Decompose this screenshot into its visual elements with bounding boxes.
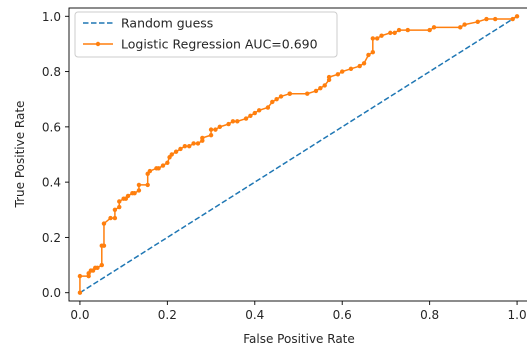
legend: Random guess Logistic Regression AUC=0.69… [74, 11, 338, 58]
roc-point [77, 273, 83, 279]
x-axis-label: False Positive Rate [243, 332, 355, 346]
y-tick-label: 0.6 [42, 120, 61, 134]
roc-point [248, 113, 253, 119]
roc-point [77, 290, 83, 295]
roc-point [101, 221, 107, 226]
roc-point [357, 63, 362, 69]
roc-point [484, 16, 489, 22]
roc-point [348, 66, 354, 72]
legend-box [74, 11, 338, 58]
roc-point [243, 116, 249, 121]
roc-point [462, 22, 467, 27]
plot-frame [68, 7, 527, 302]
y-tick-label: 0.0 [42, 286, 61, 300]
roc-point [191, 141, 196, 146]
random-guess-line [79, 15, 518, 294]
roc-point [252, 110, 257, 116]
roc-point [169, 152, 174, 157]
roc-point [195, 141, 201, 146]
roc-point [431, 25, 437, 30]
roc-point [270, 99, 275, 105]
legend-marker [95, 41, 101, 47]
roc-point [318, 85, 323, 91]
y-tick-label: 0.4 [42, 176, 61, 190]
roc-point [208, 127, 214, 132]
roc-point [200, 135, 205, 141]
roc-point [335, 72, 341, 77]
roc-point [370, 36, 376, 41]
y-axis-label: True Positive Rate [13, 101, 27, 209]
roc-point [230, 119, 236, 124]
roc-point [226, 121, 231, 127]
roc-point [117, 199, 122, 204]
roc-point [136, 182, 142, 188]
y-tick-label: 0.2 [42, 231, 61, 245]
roc-point [475, 19, 480, 25]
roc-point [396, 27, 402, 33]
roc-point [313, 88, 319, 94]
roc-point [156, 166, 161, 171]
roc-point [160, 163, 166, 168]
roc-point [99, 262, 104, 268]
roc-point [136, 188, 142, 193]
x-axis-ticks: 0.0 0.2 0.4 0.6 0.8 1.0 [70, 301, 527, 322]
roc-point [182, 144, 188, 149]
roc-point [427, 27, 432, 33]
roc-point [379, 33, 384, 38]
roc-point [217, 124, 223, 130]
legend-label: Logistic Regression AUC=0.690 [121, 37, 318, 52]
roc-point [274, 97, 279, 102]
roc-point [392, 30, 397, 36]
roc-point [326, 74, 332, 80]
roc-point [493, 16, 498, 22]
x-tick-label: 1.0 [508, 308, 527, 322]
roc-point [125, 193, 131, 199]
roc-point [147, 168, 153, 174]
roc-point [388, 30, 393, 36]
roc-point [287, 91, 292, 96]
roc-point [322, 83, 327, 88]
roc-point [514, 14, 520, 19]
roc-point [165, 160, 170, 165]
roc-point [374, 36, 380, 41]
roc-point [458, 25, 463, 30]
roc-point [256, 108, 262, 113]
y-tick-label: 1.0 [42, 10, 61, 24]
roc-point [187, 144, 192, 149]
roc-point [108, 215, 113, 221]
roc-point [361, 61, 367, 66]
x-tick-label: 0.8 [420, 308, 439, 322]
roc-point [112, 215, 118, 221]
roc-point [117, 204, 122, 210]
roc-point [208, 132, 214, 138]
roc-point [510, 16, 515, 22]
roc-point [340, 69, 345, 74]
plot-area [68, 7, 527, 302]
roc-point [370, 50, 376, 55]
x-tick-label: 0.0 [70, 308, 89, 322]
roc-point [178, 146, 183, 152]
roc-point [213, 127, 218, 132]
roc-point [405, 27, 410, 33]
y-tick-label: 0.8 [42, 65, 61, 79]
x-tick-label: 0.6 [333, 308, 352, 322]
roc-point [235, 119, 240, 124]
roc-point [265, 105, 271, 110]
roc-point [132, 191, 137, 196]
roc-point [145, 182, 150, 188]
legend-label: Random guess [121, 16, 213, 31]
roc-point [366, 52, 371, 58]
roc-point [173, 149, 179, 154]
y-axis-ticks: 0.0 0.2 0.4 0.6 0.8 1.0 [42, 10, 69, 300]
roc-point [95, 265, 100, 271]
x-tick-label: 0.2 [158, 308, 177, 322]
roc-point [112, 207, 118, 212]
roc-point [278, 94, 284, 99]
x-tick-label: 0.4 [245, 308, 264, 322]
roc-point [101, 243, 107, 248]
roc-point [305, 91, 310, 96]
